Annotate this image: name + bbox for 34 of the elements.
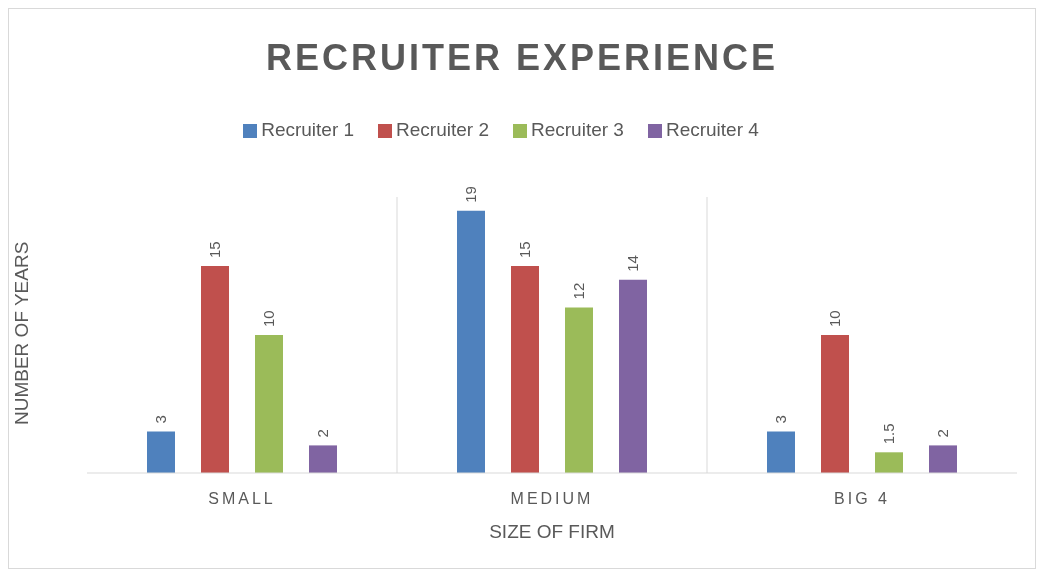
legend-label: Recruiter 1: [261, 119, 355, 140]
legend-label: Recruiter 4: [665, 119, 759, 140]
bar: [511, 266, 539, 473]
x-axis-title: SIZE OF FIRM: [489, 521, 615, 542]
bar: [147, 431, 175, 473]
data-label: 19: [462, 186, 479, 203]
data-label: 1.5: [880, 423, 897, 445]
data-label: 3: [152, 415, 169, 424]
legend-label: Recruiter 2: [396, 119, 489, 140]
chart-title: RECRUITER EXPERIENCE: [264, 37, 780, 79]
bar: [565, 307, 593, 473]
bar: [619, 279, 647, 473]
data-label: 10: [826, 310, 843, 327]
bar: [309, 445, 337, 473]
data-label: 2: [934, 429, 951, 438]
bar: [821, 335, 849, 473]
bar: [875, 452, 903, 473]
x-tick-label: SMALL: [208, 490, 276, 508]
data-label: 12: [570, 282, 587, 300]
data-label: 15: [206, 241, 223, 258]
bar: [201, 266, 229, 473]
bar: [929, 445, 957, 473]
data-label: 14: [624, 255, 641, 272]
data-label: 3: [772, 415, 789, 424]
y-axis-title: NUMBER OF YEARS: [10, 241, 32, 425]
x-tick-label: MEDIUM: [510, 490, 594, 508]
x-tick-label: BIG 4: [834, 490, 890, 508]
legend-label: Recruiter 3: [531, 119, 624, 140]
bar: [457, 210, 485, 473]
bar: [767, 431, 795, 473]
bar: [255, 335, 283, 473]
data-label: 10: [260, 310, 277, 327]
data-label: 15: [516, 241, 533, 258]
data-label: 2: [314, 429, 331, 438]
